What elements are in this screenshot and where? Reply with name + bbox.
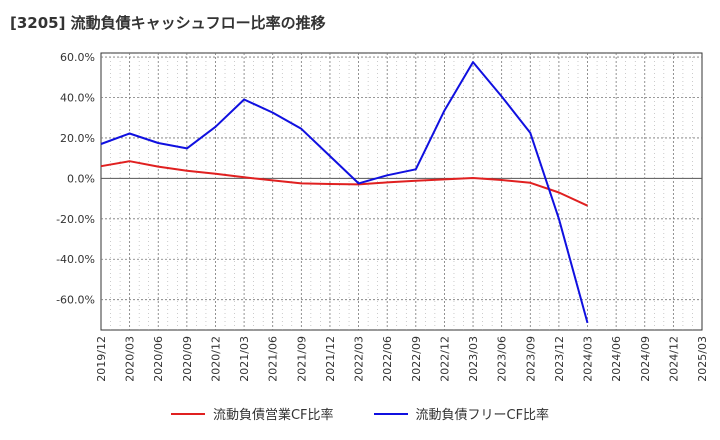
chart-legend: 流動負債営業CF比率 流動負債フリーCF比率 bbox=[0, 404, 720, 423]
y-tick-label: -60.0% bbox=[56, 294, 95, 307]
x-tick-label: 2024/09 bbox=[639, 336, 652, 382]
legend-swatch-red bbox=[170, 412, 205, 415]
legend-swatch-blue bbox=[373, 412, 408, 415]
x-tick-label: 2022/12 bbox=[438, 336, 451, 382]
x-tick-label: 2022/06 bbox=[381, 336, 394, 382]
x-tick-label: 2020/06 bbox=[152, 336, 165, 382]
series-line-1 bbox=[100, 61, 589, 324]
x-tick-label: 2024/12 bbox=[667, 336, 680, 382]
x-tick-label: 2024/06 bbox=[610, 336, 623, 382]
x-tick-label: 2023/06 bbox=[496, 336, 509, 382]
y-tick-label: 40.0% bbox=[60, 91, 95, 104]
y-tick-label: 60.0% bbox=[60, 51, 95, 64]
x-tick-label: 2021/12 bbox=[324, 336, 337, 382]
y-tick-label: -40.0% bbox=[56, 253, 95, 266]
legend-item-free-cf: 流動負債フリーCF比率 bbox=[373, 404, 550, 423]
x-tick-label: 2020/03 bbox=[124, 336, 137, 382]
legend-label-operating-cf: 流動負債営業CF比率 bbox=[212, 408, 334, 423]
x-tick-label: 2021/03 bbox=[238, 336, 251, 382]
x-tick-label: 2024/03 bbox=[582, 336, 595, 382]
chart-title: [3205] 流動負債キャッシュフロー比率の推移 bbox=[10, 14, 326, 32]
legend-label-free-cf: 流動負債フリーCF比率 bbox=[415, 408, 550, 423]
x-tick-label: 2023/12 bbox=[553, 336, 566, 382]
x-tick-label: 2025/03 bbox=[696, 336, 709, 382]
x-tick-label: 2022/03 bbox=[353, 336, 366, 382]
x-tick-label: 2022/09 bbox=[410, 336, 423, 382]
x-tick-label: 2021/09 bbox=[295, 336, 308, 382]
y-tick-label: -20.0% bbox=[56, 213, 95, 226]
line-chart: -60.0% -40.0% -20.0% 0.0% 20.0% 40.0% 60.0% 20… bbox=[56, 51, 709, 382]
legend-item-operating-cf: 流動負債営業CF比率 bbox=[170, 404, 334, 423]
x-tick-label: 2020/12 bbox=[209, 336, 222, 382]
y-tick-label: 20.0% bbox=[60, 132, 95, 145]
x-tick-label: 2020/09 bbox=[181, 336, 194, 382]
x-tick-label: 2023/09 bbox=[524, 336, 537, 382]
x-tick-label: 2019/12 bbox=[95, 336, 108, 382]
plot-area bbox=[100, 52, 703, 331]
y-tick-label: 0.0% bbox=[67, 172, 95, 185]
series-line-0 bbox=[100, 160, 588, 207]
x-tick-label: 2023/03 bbox=[467, 336, 480, 382]
x-tick-label: 2021/06 bbox=[267, 336, 280, 382]
